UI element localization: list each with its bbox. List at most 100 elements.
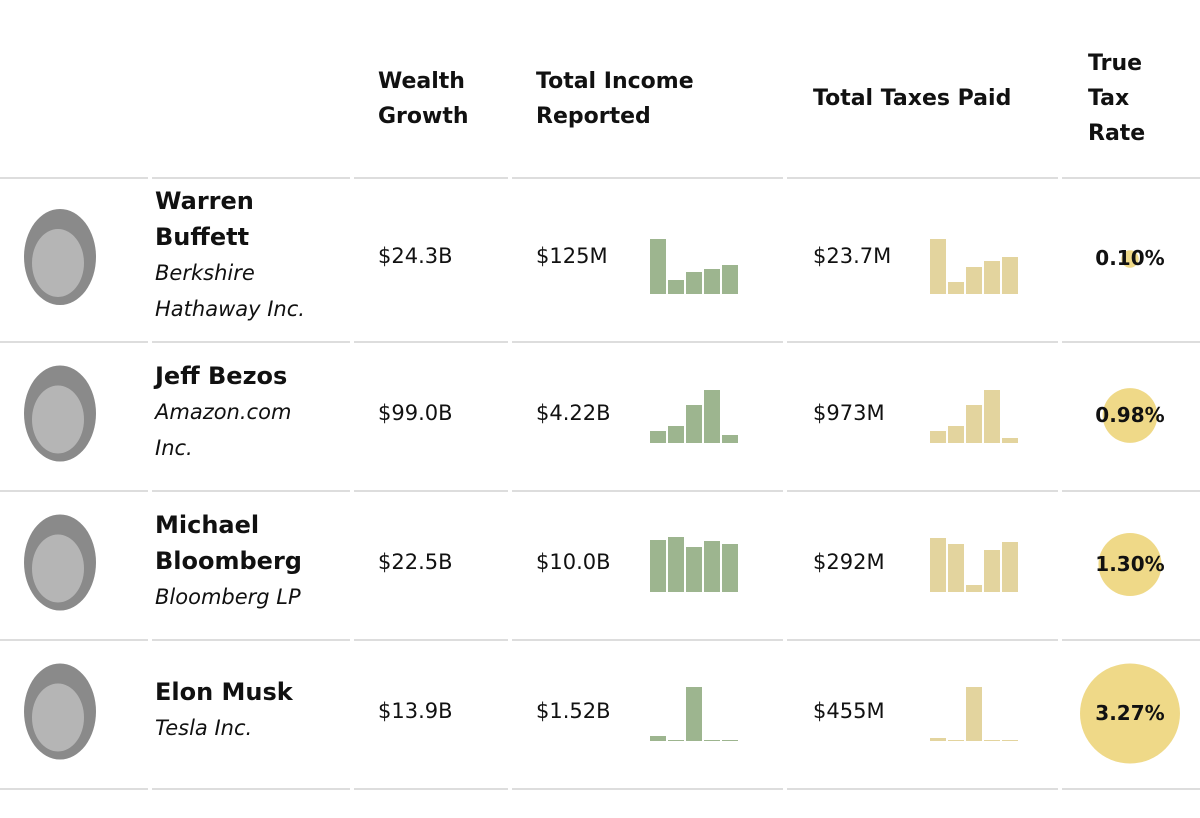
row-divider bbox=[512, 341, 783, 343]
row-divider bbox=[0, 788, 148, 790]
person-name: Michael Bloomberg bbox=[155, 510, 302, 575]
column-header: True Tax Rate bbox=[1088, 51, 1146, 146]
spark-bar bbox=[722, 435, 738, 443]
wealth-growth: $13.9B bbox=[378, 698, 453, 723]
tax-rate-circle bbox=[1121, 250, 1139, 268]
column-header: Total Income Reported bbox=[536, 69, 694, 129]
spark-bar bbox=[966, 405, 982, 443]
spark-bar bbox=[668, 740, 684, 741]
taxes-paid: $455M bbox=[813, 698, 885, 723]
spark-bar bbox=[686, 547, 702, 592]
spark-bar bbox=[722, 740, 738, 741]
spark-bar bbox=[722, 265, 738, 294]
row-divider bbox=[152, 490, 350, 492]
row-divider bbox=[787, 639, 1058, 641]
row-divider bbox=[1062, 490, 1200, 492]
face-light bbox=[32, 229, 84, 297]
row-divider bbox=[787, 341, 1058, 343]
spark-bar bbox=[722, 544, 738, 592]
portrait bbox=[24, 663, 96, 760]
spark-bar bbox=[686, 687, 702, 741]
taxes-paid: $23.7M bbox=[813, 244, 892, 268]
spark-bar bbox=[966, 585, 982, 592]
tax-rate: 0.98% bbox=[1095, 402, 1165, 427]
spark-bar bbox=[930, 431, 946, 443]
income-reported: $10.0B bbox=[536, 549, 611, 574]
tax-rate: 0.10% bbox=[1095, 246, 1165, 270]
row-divider bbox=[512, 788, 783, 790]
row-divider bbox=[1062, 639, 1200, 641]
row-divider bbox=[0, 341, 148, 343]
row-divider bbox=[152, 177, 350, 179]
row-divider bbox=[0, 490, 148, 492]
spark-bar bbox=[650, 239, 666, 294]
row-divider bbox=[787, 788, 1058, 790]
row-divider bbox=[1062, 788, 1200, 790]
portrait bbox=[24, 514, 96, 611]
face-light bbox=[32, 534, 84, 603]
tax-rate: 1.30% bbox=[1095, 551, 1165, 576]
company-name: Bloomberg LP bbox=[155, 584, 301, 609]
row-divider bbox=[152, 341, 350, 343]
row-divider bbox=[152, 639, 350, 641]
person-name: Elon Musk bbox=[155, 677, 293, 706]
person-name: Warren Buffett bbox=[155, 187, 254, 251]
spark-bar bbox=[704, 269, 720, 294]
row-divider bbox=[354, 341, 508, 343]
row-divider bbox=[787, 490, 1058, 492]
spark-bar bbox=[668, 280, 684, 294]
tax-rate-circle bbox=[1080, 663, 1180, 764]
spark-bar bbox=[948, 426, 964, 443]
row-divider bbox=[0, 639, 148, 641]
company-name: Tesla Inc. bbox=[155, 715, 253, 740]
tax-rate: 3.27% bbox=[1095, 700, 1165, 725]
row-divider bbox=[354, 788, 508, 790]
wealth-growth: $24.3B bbox=[378, 244, 453, 268]
row-divider bbox=[512, 177, 783, 179]
spark-bar bbox=[984, 261, 1000, 294]
spark-bar bbox=[984, 550, 1000, 592]
column-header: Wealth Growth bbox=[378, 69, 469, 129]
spark-bar bbox=[948, 740, 964, 741]
spark-bar bbox=[650, 431, 666, 443]
spark-bar bbox=[668, 537, 684, 592]
spark-bar bbox=[650, 540, 666, 592]
row-divider bbox=[152, 788, 350, 790]
wealth-growth: $99.0B bbox=[378, 400, 453, 425]
income-reported: $4.22B bbox=[536, 400, 611, 425]
person-name: Jeff Bezos bbox=[155, 361, 288, 390]
income-reported: $1.52B bbox=[536, 698, 611, 723]
spark-bar bbox=[966, 687, 982, 741]
spark-bar bbox=[948, 544, 964, 592]
spark-bar bbox=[650, 736, 666, 741]
row-divider bbox=[1062, 177, 1200, 179]
spark-bar bbox=[704, 541, 720, 592]
spark-bar bbox=[668, 426, 684, 443]
spark-bar bbox=[930, 538, 946, 592]
tax-rate-circle bbox=[1098, 532, 1162, 597]
column-header: Total Taxes Paid bbox=[813, 86, 1012, 111]
portrait bbox=[24, 365, 96, 462]
row-divider bbox=[354, 639, 508, 641]
portrait bbox=[24, 209, 96, 305]
row-divider bbox=[1062, 341, 1200, 343]
row-divider bbox=[354, 177, 508, 179]
wealth-growth: $22.5B bbox=[378, 549, 453, 574]
row-divider bbox=[512, 490, 783, 492]
spark-bar bbox=[984, 740, 1000, 741]
taxes-paid: $973M bbox=[813, 400, 885, 425]
row-divider bbox=[787, 177, 1058, 179]
spark-bar bbox=[1002, 257, 1018, 294]
spark-bar bbox=[1002, 740, 1018, 741]
spark-bar bbox=[930, 738, 946, 741]
row-divider bbox=[354, 490, 508, 492]
row-divider bbox=[0, 177, 148, 179]
face-light bbox=[32, 683, 84, 752]
spark-bar bbox=[686, 272, 702, 294]
company-name: Amazon.com Inc. bbox=[155, 399, 292, 460]
spark-bar bbox=[966, 267, 982, 294]
row-divider bbox=[512, 639, 783, 641]
spark-bar bbox=[1002, 542, 1018, 592]
